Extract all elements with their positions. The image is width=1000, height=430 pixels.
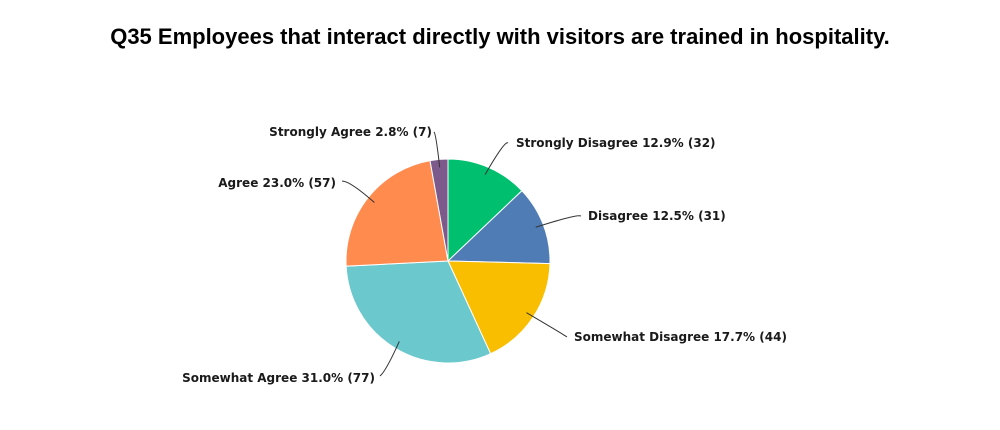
- leader-line-strongly-agree: [433, 131, 441, 168]
- leader-line-agree: [341, 180, 375, 203]
- leader-line-somewhat-agree: [379, 341, 400, 377]
- pie-slice-strongly-disagree: [447, 158, 523, 263]
- slice-label-disagree: Disagree 12.5% (31): [588, 209, 726, 223]
- slice-label-strongly-disagree: Strongly Disagree 12.9% (32): [516, 136, 716, 150]
- slice-label-strongly-agree: Strongly Agree 2.8% (7): [269, 125, 432, 139]
- slice-label-somewhat-disagree: Somewhat Disagree 17.7% (44): [574, 330, 787, 344]
- slice-label-agree: Agree 23.0% (57): [218, 176, 336, 190]
- leader-line-strongly-disagree: [484, 142, 509, 175]
- chart-title: Q35 Employees that interact directly wit…: [110, 24, 890, 49]
- slice-label-somewhat-agree: Somewhat Agree 31.0% (77): [182, 371, 375, 385]
- pie-slice-somewhat-agree: [345, 260, 492, 364]
- leader-line-somewhat-disagree: [526, 312, 568, 338]
- leader-line-disagree: [535, 215, 582, 228]
